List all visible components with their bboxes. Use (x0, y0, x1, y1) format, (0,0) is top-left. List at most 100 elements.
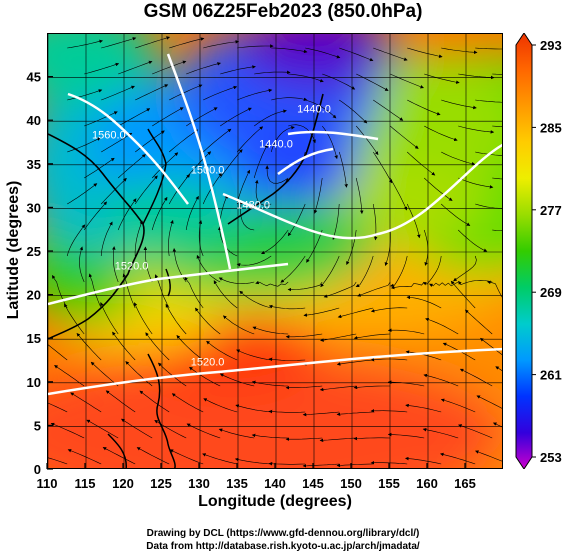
streamline (134, 175, 158, 205)
streamline (458, 73, 495, 80)
streamline (101, 85, 135, 101)
streamline (76, 332, 102, 361)
map-svg: 1560.0 1500.0 1440.0 1440.0 1480.0 1520.0 1520… (48, 34, 502, 468)
streamline (169, 129, 199, 153)
streamline (337, 307, 374, 319)
streamline (464, 309, 493, 335)
streamline (355, 177, 364, 215)
streamline (117, 154, 146, 179)
streamline (458, 279, 493, 285)
coastline-taiwan (165, 268, 171, 297)
streamline (235, 404, 272, 413)
contour-label: 1480.0 (236, 199, 270, 211)
streamline (203, 85, 238, 101)
streamline (202, 453, 238, 465)
streamline (206, 340, 238, 361)
streamline (406, 203, 421, 239)
streamline (305, 47, 341, 59)
streamline (100, 221, 113, 257)
streamline (280, 255, 306, 283)
streamline (100, 302, 119, 335)
x-axis-label: Longitude (degrees) (198, 493, 352, 510)
streamline (135, 84, 169, 101)
streamline (218, 277, 255, 285)
x-tick-label: 115 (75, 476, 96, 491)
streamline (268, 357, 306, 362)
colorbar-tick-label: 293 (540, 38, 562, 53)
streamline (459, 368, 493, 387)
streamline (168, 219, 174, 257)
contour-1500 (166, 53, 232, 270)
streamline (475, 151, 502, 156)
streamline (288, 124, 316, 144)
streamline (387, 432, 425, 439)
streamline (143, 246, 153, 283)
x-tick-label: 140 (264, 476, 286, 491)
map-plot-area[interactable]: 1560.0 1500.0 1440.0 1440.0 1480.0 1520.0 1520… (47, 33, 503, 469)
y-tick-label: 35 (27, 157, 41, 172)
streamline (239, 200, 255, 231)
streamline (151, 196, 168, 231)
contour-label: 1440.0 (259, 138, 293, 150)
streamline (390, 125, 419, 149)
streamline (323, 281, 357, 298)
colorbar: 293 285 277 269 261 253 (515, 33, 562, 469)
x-tick-label: 150 (340, 476, 362, 491)
streamline (306, 229, 323, 263)
streamline (370, 307, 408, 313)
lat-lon-grid (48, 34, 502, 468)
streamline (203, 40, 240, 49)
streamline (254, 179, 272, 206)
streamline (319, 437, 357, 443)
streamline (322, 73, 356, 90)
streamline (171, 393, 204, 413)
coastline-korea (142, 128, 167, 225)
streamline (475, 47, 502, 50)
streamline (423, 373, 459, 387)
streamline (450, 280, 476, 309)
streamline (458, 424, 493, 439)
streamline (492, 73, 502, 75)
streamline (332, 203, 340, 240)
streamline (302, 411, 340, 417)
streamline (219, 149, 243, 179)
streamline (370, 357, 408, 362)
streamline (67, 449, 102, 465)
streamline (440, 452, 476, 465)
streamline (169, 37, 205, 49)
coastline-japan (227, 93, 324, 225)
streamline (213, 280, 238, 309)
y-tick-label: 10 (27, 375, 41, 390)
streamline (120, 418, 153, 439)
streamline (265, 165, 289, 184)
streamline (255, 280, 289, 287)
streamline (254, 70, 291, 75)
x-tick-label: 110 (37, 476, 58, 491)
streamline (236, 349, 272, 361)
streamline (196, 254, 221, 283)
streamline (406, 295, 442, 309)
streamline (186, 423, 221, 439)
streamline (157, 362, 187, 387)
streamline (67, 137, 101, 153)
streamline (151, 152, 179, 179)
contour-1480 (222, 143, 502, 240)
streamline (239, 290, 272, 309)
x-tick-label: 155 (378, 476, 400, 491)
streamline (101, 132, 133, 153)
streamline (195, 307, 221, 335)
streamline (305, 99, 337, 119)
streamline (492, 177, 502, 180)
streamline (425, 317, 459, 335)
streamline (84, 62, 120, 75)
streamline (236, 169, 250, 205)
colorbar-ticks: 293 285 277 269 261 253 (532, 38, 562, 465)
streamline (112, 331, 136, 361)
streamline (422, 255, 442, 286)
streamline (492, 229, 502, 231)
y-tick-label: 20 (27, 288, 41, 303)
streamline (423, 229, 429, 266)
streamline (54, 365, 85, 387)
streamline (302, 463, 340, 468)
streamline (390, 281, 425, 290)
